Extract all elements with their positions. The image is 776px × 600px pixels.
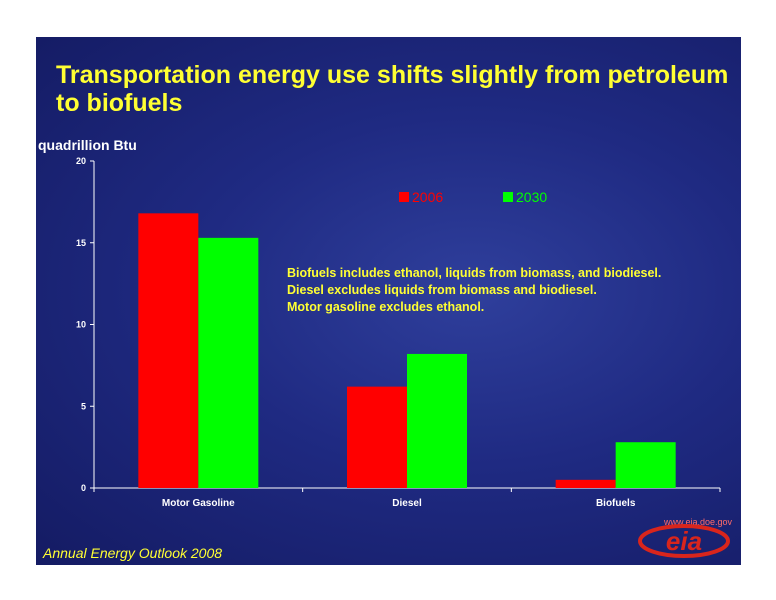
bar-diesel-2006 <box>347 386 407 488</box>
y-tick-label-0: 0 <box>81 483 86 493</box>
legend-swatch-2006 <box>399 192 409 202</box>
y-axis-unit-label: quadrillion Btu <box>38 137 137 153</box>
legend-item-2006: 2006 <box>399 189 443 205</box>
bar-biofuels-2006 <box>555 479 616 488</box>
legend-item-2030: 2030 <box>503 189 547 205</box>
bar-motor-gasoline-2006 <box>138 213 199 488</box>
bar-motor-gasoline-2030 <box>198 237 259 488</box>
y-tick-label-10: 10 <box>76 320 86 330</box>
note-biofuels: Biofuels includes ethanol, liquids from … <box>287 266 662 280</box>
bar-biofuels-2030 <box>615 442 676 488</box>
slide: Transportation energy use shifts slightl… <box>36 37 741 565</box>
x-category-label-motor-gasoline: Motor Gasoline <box>162 498 235 509</box>
eia-logo-mark: eia <box>666 526 702 556</box>
chart-notes: Biofuels includes ethanol, liquids from … <box>287 265 661 316</box>
eia-logo-swoosh <box>638 524 730 558</box>
x-category-label-diesel: Diesel <box>392 498 422 509</box>
y-tick-label-20: 20 <box>76 156 86 166</box>
bar-chart: 0 5 10 15 20 Motor Gasoline Diesel Biofuels <box>76 156 721 509</box>
footer-source: Annual Energy Outlook 2008 <box>43 545 223 561</box>
legend-swatch-2030 <box>503 192 513 202</box>
note-motor-gasoline: Motor gasoline excludes ethanol. <box>287 300 485 314</box>
y-tick-label-15: 15 <box>76 238 86 248</box>
legend-label-2006: 2006 <box>412 189 444 205</box>
eia-logo: eia <box>638 524 730 558</box>
legend-label-2030: 2030 <box>516 189 548 205</box>
eia-url: www.eia.doe.gov <box>664 517 733 527</box>
bar-diesel-2030 <box>407 353 467 488</box>
slide-title: Transportation energy use shifts slightl… <box>56 61 729 117</box>
y-tick-label-5: 5 <box>81 401 86 411</box>
x-category-label-biofuels: Biofuels <box>596 498 636 509</box>
note-diesel: Diesel excludes liquids from biomass and… <box>287 283 597 297</box>
